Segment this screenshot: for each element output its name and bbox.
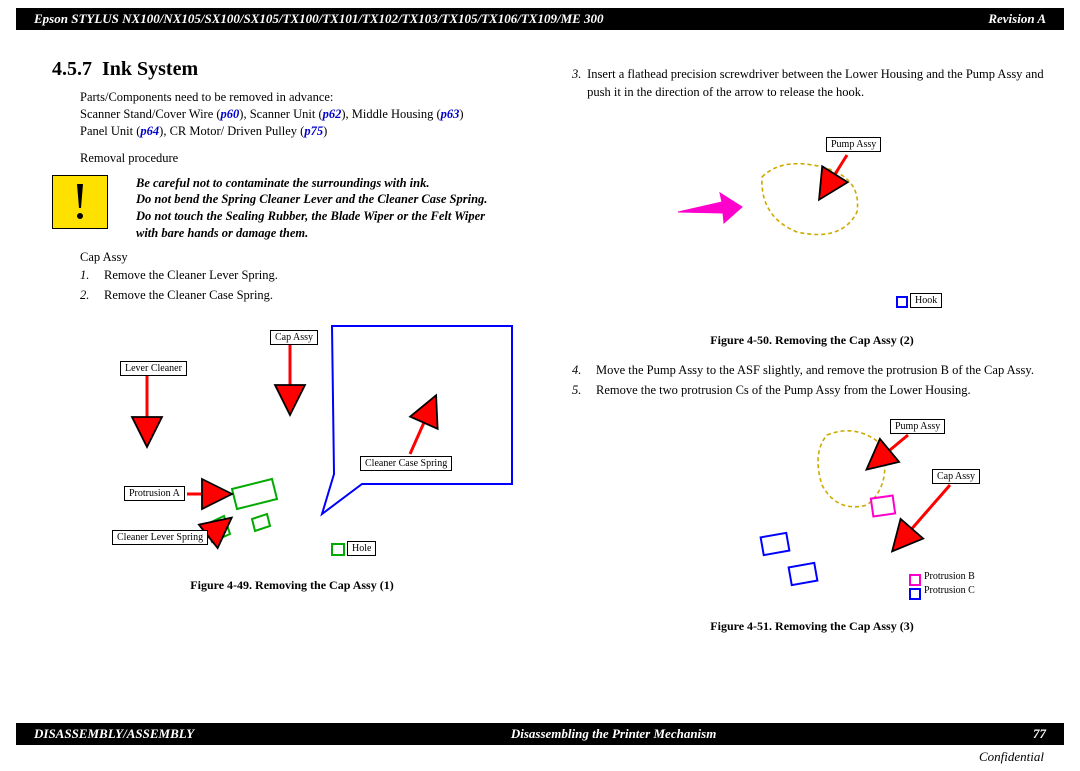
steps-left: 1.Remove the Cleaner Lever Spring. 2.Rem…: [80, 267, 532, 304]
intro-text: Parts/Components need to be removed in a…: [80, 89, 532, 106]
legend-hook: Hook: [910, 293, 942, 308]
link-p75[interactable]: p75: [304, 124, 323, 138]
link-p63[interactable]: p63: [441, 107, 460, 121]
label-cleaner-case-spring: Cleaner Case Spring: [360, 456, 452, 471]
legend-hole: Hole: [347, 541, 376, 556]
link-p64[interactable]: p64: [140, 124, 159, 138]
footer-left: DISASSEMBLY/ASSEMBLY: [34, 726, 194, 742]
label-lever-cleaner: Lever Cleaner: [120, 361, 187, 376]
footer-center: Disassembling the Printer Mechanism: [511, 726, 717, 742]
prereq-line-1: Scanner Stand/Cover Wire (p60), Scanner …: [80, 106, 532, 123]
footer-page: 77: [1033, 726, 1046, 742]
step-3: 3.Insert a flathead precision screwdrive…: [572, 66, 1052, 101]
link-p60[interactable]: p60: [221, 107, 240, 121]
label-cleaner-lever-spring: Cleaner Lever Spring: [112, 530, 208, 545]
section-heading: 4.5.7 Ink System: [52, 58, 532, 81]
figure-49-caption: Figure 4-49. Removing the Cap Assy (1): [52, 578, 532, 593]
left-column: 4.5.7 Ink System Parts/Components need t…: [52, 58, 532, 593]
removal-procedure: Removal procedure: [80, 150, 532, 167]
prereq-line-2: Panel Unit (p64), CR Motor/ Driven Pulle…: [80, 123, 532, 140]
figure-49: Lever Cleaner Cap Assy Protrusion A Clea…: [52, 314, 532, 574]
right-column: 3.Insert a flathead precision screwdrive…: [572, 64, 1052, 634]
label-protrusion-a: Protrusion A: [124, 486, 185, 501]
steps-4-5: 4.Move the Pump Assy to the ASF slightly…: [572, 362, 1052, 399]
caution-box: Be careful not to contaminate the surrou…: [52, 175, 532, 243]
figure-50: Pump Assy Hook: [572, 107, 1052, 337]
legend-protrusion-c: Protrusion C: [924, 585, 975, 596]
legend-protrusion-b: Protrusion B: [924, 571, 975, 582]
cap-assy-heading: Cap Assy: [80, 250, 532, 265]
label-cap-assy-2: Cap Assy: [932, 469, 980, 484]
footer-bar: DISASSEMBLY/ASSEMBLY Disassembling the P…: [16, 723, 1064, 745]
header-bar: Epson STYLUS NX100/NX105/SX100/SX105/TX1…: [16, 8, 1064, 30]
label-pump-assy-2: Pump Assy: [890, 419, 945, 434]
figure-51: Pump Assy Cap Assy Protrusion B Protrusi…: [572, 405, 1052, 615]
page-body: 4.5.7 Ink System Parts/Components need t…: [16, 48, 1064, 719]
figure-51-caption: Figure 4-51. Removing the Cap Assy (3): [572, 619, 1052, 634]
label-pump-assy-1: Pump Assy: [826, 137, 881, 152]
header-revision: Revision A: [988, 11, 1046, 27]
label-cap-assy-1: Cap Assy: [270, 330, 318, 345]
caution-text: Be careful not to contaminate the surrou…: [136, 175, 506, 243]
caution-icon: [52, 175, 108, 229]
link-p62[interactable]: p62: [323, 107, 342, 121]
header-title: Epson STYLUS NX100/NX105/SX100/SX105/TX1…: [34, 11, 604, 27]
